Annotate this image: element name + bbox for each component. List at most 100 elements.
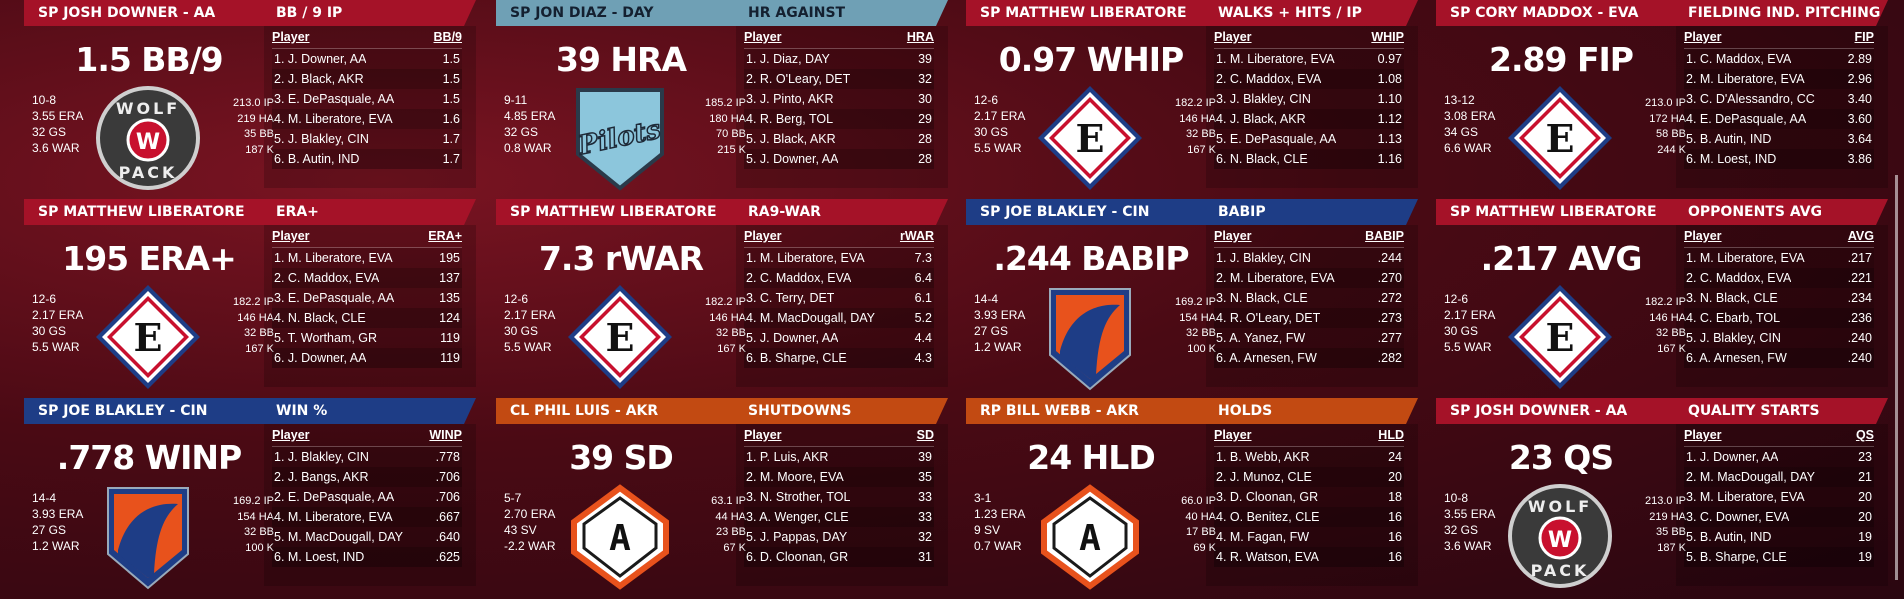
table-row[interactable]: 2. M. Liberatore, EVA 2.96 <box>1684 69 1874 89</box>
table-row[interactable]: 5. B. Sharpe, CLE 19 <box>1684 547 1874 567</box>
table-row[interactable]: 5. A. Yanez, FW .277 <box>1214 328 1404 348</box>
table-row[interactable]: 6. B. Sharpe, CLE 4.3 <box>744 348 934 368</box>
table-row[interactable]: 2. C. Maddox, EVA 1.08 <box>1214 69 1404 89</box>
col-player[interactable]: Player <box>272 428 310 442</box>
table-row[interactable]: 2. R. O'Leary, DET 32 <box>744 69 934 89</box>
table-row[interactable]: 3. N. Strother, TOL 33 <box>744 487 934 507</box>
table-row[interactable]: 6. A. Arnesen, FW .282 <box>1214 348 1404 368</box>
table-row[interactable]: 2. M. Moore, EVA 35 <box>744 467 934 487</box>
table-row[interactable]: 2. M. Liberatore, EVA .270 <box>1214 268 1404 288</box>
col-player[interactable]: Player <box>272 30 310 44</box>
table-row[interactable]: 4. O. Benitez, CLE 16 <box>1214 507 1404 527</box>
table-row[interactable]: 1. M. Liberatore, EVA 0.97 <box>1214 49 1404 69</box>
table-row[interactable]: 5. J. Blakley, CIN .240 <box>1684 328 1874 348</box>
scrollbar[interactable] <box>1895 175 1898 580</box>
table-row[interactable]: 4. M. Fagan, FW 16 <box>1214 527 1404 547</box>
table-row[interactable]: 4. C. Ebarb, TOL .236 <box>1684 308 1874 328</box>
table-row[interactable]: 1. B. Webb, AKR 24 <box>1214 447 1404 467</box>
table-row[interactable]: 3. C. Terry, DET 6.1 <box>744 288 934 308</box>
table-row[interactable]: 3. J. Blakley, CIN 1.10 <box>1214 89 1404 109</box>
table-row[interactable]: 5. E. DePasquale, AA 1.13 <box>1214 129 1404 149</box>
table-row[interactable]: 4. J. Black, AKR 1.12 <box>1214 109 1404 129</box>
table-row[interactable]: 1. J. Blakley, CIN .778 <box>272 447 462 467</box>
table-row[interactable]: 4. N. Black, CLE 124 <box>272 308 462 328</box>
table-row[interactable]: 1. J. Downer, AA 1.5 <box>272 49 462 69</box>
table-row[interactable]: 1. M. Liberatore, EVA 195 <box>272 248 462 268</box>
table-row[interactable]: 4. M. MacDougall, DAY 5.2 <box>744 308 934 328</box>
table-row[interactable]: 4. R. Watson, EVA 16 <box>1214 547 1404 567</box>
col-player[interactable]: Player <box>744 30 782 44</box>
table-row[interactable]: 6. M. Loest, IND .625 <box>272 547 462 567</box>
table-row[interactable]: 4. R. Berg, TOL 29 <box>744 109 934 129</box>
table-row[interactable]: 4. R. O'Leary, DET .273 <box>1214 308 1404 328</box>
col-player[interactable]: Player <box>1214 428 1252 442</box>
col-player[interactable]: Player <box>1684 30 1722 44</box>
col-player[interactable]: Player <box>1214 30 1252 44</box>
table-row[interactable]: 6. M. Loest, IND 3.86 <box>1684 149 1874 169</box>
table-row[interactable]: 5. B. Autin, IND 19 <box>1684 527 1874 547</box>
col-stat[interactable]: ERA+ <box>428 229 462 243</box>
col-player[interactable]: Player <box>272 229 310 243</box>
stat-ha: 219 HA <box>237 112 274 125</box>
table-row[interactable]: 5. J. Downer, AA 4.4 <box>744 328 934 348</box>
table-row[interactable]: 2. E. DePasquale, AA .706 <box>272 487 462 507</box>
col-stat[interactable]: rWAR <box>899 229 934 243</box>
table-row[interactable]: 3. C. D'Alessandro, CC 3.40 <box>1684 89 1874 109</box>
table-row[interactable]: 2. C. Maddox, EVA 137 <box>272 268 462 288</box>
table-row[interactable]: 3. N. Black, CLE .272 <box>1214 288 1404 308</box>
table-row[interactable]: 1. M. Liberatore, EVA .217 <box>1684 248 1874 268</box>
table-row[interactable]: 1. M. Liberatore, EVA 7.3 <box>744 248 934 268</box>
table-row[interactable]: 1. P. Luis, AKR 39 <box>744 447 934 467</box>
col-stat[interactable]: HLD <box>1378 428 1404 442</box>
col-player[interactable]: Player <box>744 428 782 442</box>
col-player[interactable]: Player <box>1684 229 1722 243</box>
table-row[interactable]: 1. J. Blakley, CIN .244 <box>1214 248 1404 268</box>
leader-value: .244 <box>1377 251 1402 265</box>
table-row[interactable]: 3. C. Downer, EVA 20 <box>1684 507 1874 527</box>
col-player[interactable]: Player <box>1214 229 1252 243</box>
col-stat[interactable]: HRA <box>906 30 934 44</box>
table-row[interactable]: 2. C. Maddox, EVA 6.4 <box>744 268 934 288</box>
col-player[interactable]: Player <box>744 229 782 243</box>
col-stat[interactable]: SD <box>916 428 934 442</box>
table-row[interactable]: 6. N. Black, CLE 1.16 <box>1214 149 1404 169</box>
table-row[interactable]: 4. E. DePasquale, AA 3.60 <box>1684 109 1874 129</box>
col-stat[interactable]: BB/9 <box>433 30 462 44</box>
table-row[interactable]: 3. D. Cloonan, GR 18 <box>1214 487 1404 507</box>
table-row[interactable]: 6. J. Downer, AA 119 <box>272 348 462 368</box>
table-row[interactable]: 2. C. Maddox, EVA .221 <box>1684 268 1874 288</box>
col-stat[interactable]: WHIP <box>1371 30 1404 44</box>
table-row[interactable]: 5. J. Blakley, CIN 1.7 <box>272 129 462 149</box>
table-row[interactable]: 5. J. Pappas, DAY 32 <box>744 527 934 547</box>
table-row[interactable]: 6. D. Cloonan, GR 31 <box>744 547 934 567</box>
table-row[interactable]: 4. M. Liberatore, EVA .667 <box>272 507 462 527</box>
col-stat[interactable]: WINP <box>429 428 462 442</box>
table-row[interactable]: 3. E. DePasquale, AA 1.5 <box>272 89 462 109</box>
col-stat[interactable]: FIP <box>1854 30 1874 44</box>
table-row[interactable]: 2. J. Bangs, AKR .706 <box>272 467 462 487</box>
table-row[interactable]: 2. J. Munoz, CLE 20 <box>1214 467 1404 487</box>
table-row[interactable]: 3. E. DePasquale, AA 135 <box>272 288 462 308</box>
table-row[interactable]: 5. T. Wortham, GR 119 <box>272 328 462 348</box>
table-row[interactable]: 3. A. Wenger, CLE 33 <box>744 507 934 527</box>
table-row[interactable]: 1. J. Downer, AA 23 <box>1684 447 1874 467</box>
col-stat[interactable]: BABIP <box>1365 229 1404 243</box>
table-row[interactable]: 5. M. MacDougall, DAY .640 <box>272 527 462 547</box>
table-row[interactable]: 5. B. Autin, IND 3.64 <box>1684 129 1874 149</box>
table-row[interactable]: 5. J. Black, AKR 28 <box>744 129 934 149</box>
table-row[interactable]: 6. B. Autin, IND 1.7 <box>272 149 462 169</box>
table-row[interactable]: 3. M. Liberatore, EVA 20 <box>1684 487 1874 507</box>
wolfpack-logo: WOLF PACK W <box>94 84 202 192</box>
col-stat[interactable]: QS <box>1855 428 1874 442</box>
table-row[interactable]: 2. M. MacDougall, DAY 21 <box>1684 467 1874 487</box>
col-player[interactable]: Player <box>1684 428 1722 442</box>
col-stat[interactable]: AVG <box>1847 229 1874 243</box>
table-row[interactable]: 1. J. Diaz, DAY 39 <box>744 49 934 69</box>
table-row[interactable]: 6. A. Arnesen, FW .240 <box>1684 348 1874 368</box>
table-row[interactable]: 4. M. Liberatore, EVA 1.6 <box>272 109 462 129</box>
table-row[interactable]: 3. J. Pinto, AKR 30 <box>744 89 934 109</box>
table-row[interactable]: 1. C. Maddox, EVA 2.89 <box>1684 49 1874 69</box>
table-row[interactable]: 5. J. Downer, AA 28 <box>744 149 934 169</box>
table-row[interactable]: 2. J. Black, AKR 1.5 <box>272 69 462 89</box>
table-row[interactable]: 3. N. Black, CLE .234 <box>1684 288 1874 308</box>
